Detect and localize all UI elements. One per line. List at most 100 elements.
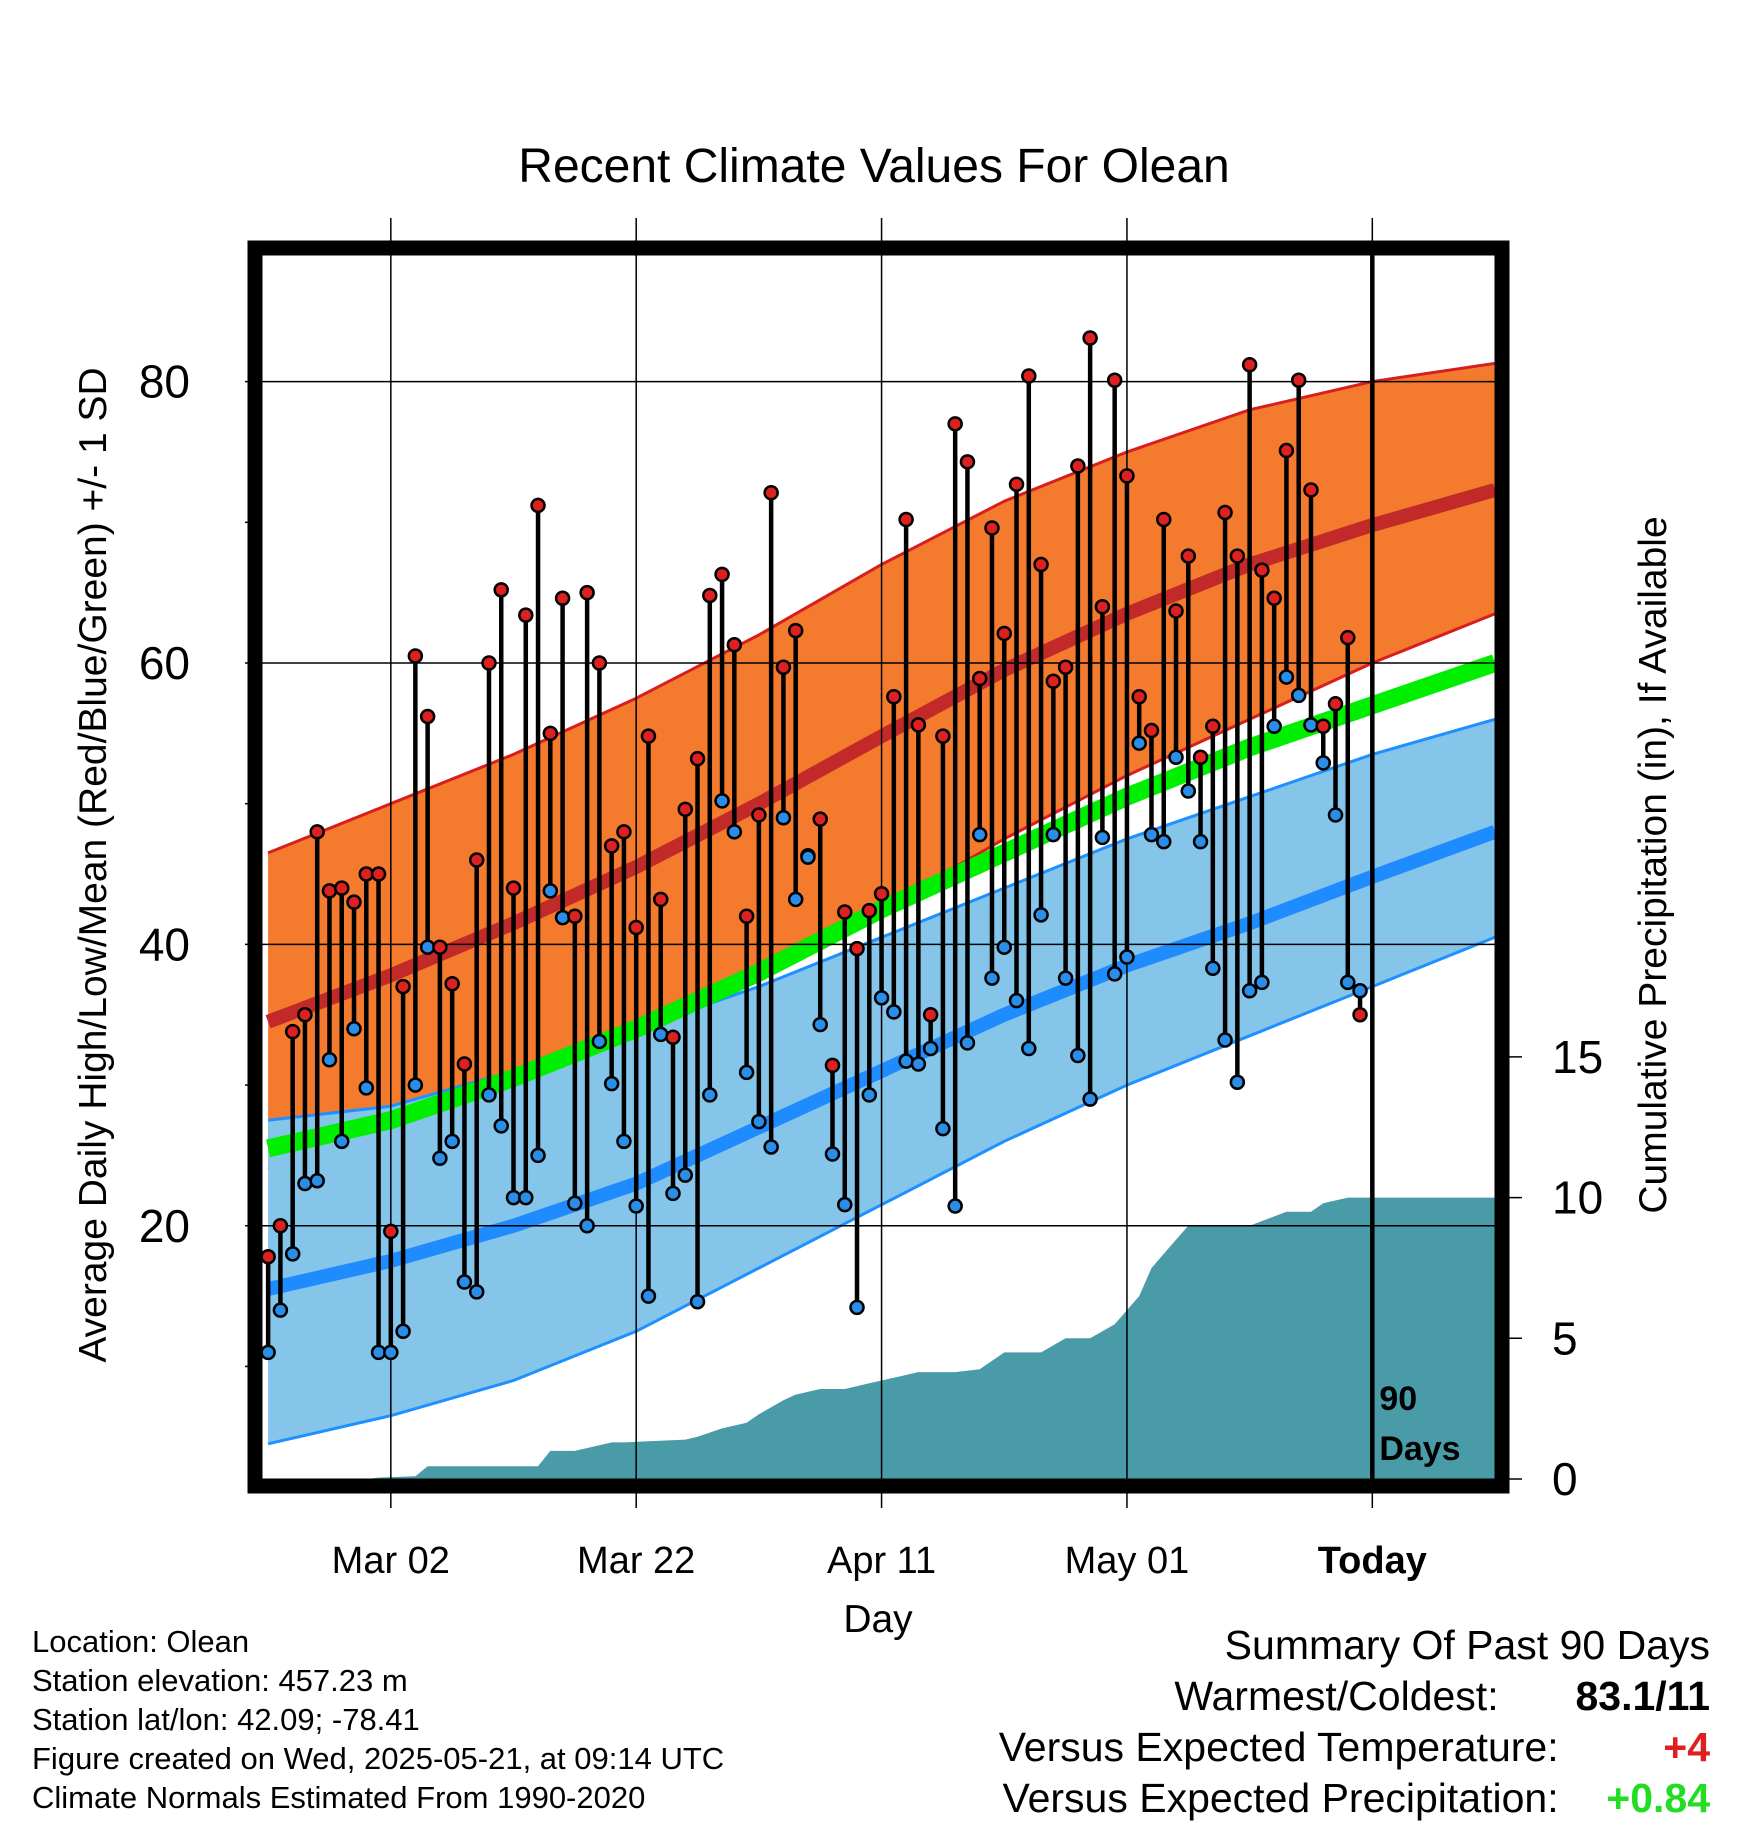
plot-frame	[247, 240, 1510, 1494]
daily-high-point	[935, 728, 951, 744]
daily-high-point	[775, 659, 792, 675]
daily-low-point	[395, 1323, 411, 1340]
daily-high-point	[947, 416, 963, 432]
daily-low-point	[984, 970, 1000, 986]
daily-low-point	[567, 1195, 583, 1211]
daily-low-point	[542, 883, 559, 899]
daily-high-point	[812, 811, 828, 827]
daily-high-point	[1033, 556, 1049, 573]
daily-high-point	[554, 590, 571, 607]
daily-low-point	[444, 1133, 460, 1150]
station-info: Location: Olean Station elevation: 457.2…	[32, 1622, 724, 1817]
daily-low-point	[579, 1218, 595, 1234]
daily-low-point	[702, 1087, 718, 1103]
daily-low-point	[837, 1196, 853, 1213]
summary-heading: Summary Of Past 90 Days	[1224, 1622, 1710, 1668]
daily-low-point	[1290, 687, 1307, 704]
x-tick-label: May 01	[1065, 1540, 1190, 1582]
precip-area	[268, 1197, 1495, 1479]
chart-title: Recent Climate Values For Olean	[518, 140, 1229, 193]
daily-high-point	[407, 648, 424, 664]
daily-low-point	[1168, 749, 1184, 766]
daily-high-point	[1315, 718, 1331, 735]
daily-high-point	[616, 824, 632, 840]
daily-high-point	[456, 1056, 473, 1072]
y-tick-label: 20	[139, 1200, 190, 1252]
daily-low-point	[468, 1284, 485, 1300]
daily-low-point	[898, 1053, 914, 1069]
daily-low-point	[321, 1051, 338, 1068]
daily-high-point	[628, 919, 644, 936]
temp-value: +4	[1663, 1724, 1710, 1770]
daily-high-point	[1340, 629, 1356, 646]
daily-high-point	[493, 582, 509, 598]
daily-high-point	[272, 1218, 289, 1234]
daily-low-point	[518, 1189, 534, 1206]
daily-high-point	[505, 880, 522, 896]
daily-high-point	[1229, 548, 1246, 564]
daily-low-point	[677, 1167, 694, 1183]
daily-high-point	[1094, 598, 1111, 615]
daily-low-point	[493, 1118, 509, 1134]
daily-low-point	[1082, 1091, 1098, 1107]
daily-low-point	[616, 1133, 632, 1150]
daily-low-point	[1033, 907, 1049, 923]
y-tick-label: 60	[139, 637, 190, 689]
daily-high-point	[481, 655, 497, 671]
daily-low-point	[530, 1147, 546, 1164]
daily-low-point	[861, 1087, 878, 1103]
daily-low-point	[333, 1133, 350, 1150]
daily-high-point	[751, 807, 767, 823]
daily-high-point	[1217, 504, 1233, 521]
daily-high-point	[1119, 468, 1135, 484]
y-tick-label: 80	[139, 356, 190, 408]
daily-high-point	[1290, 372, 1307, 388]
daily-high-point	[677, 801, 694, 818]
daily-high-point	[714, 566, 730, 583]
daily-high-point	[518, 607, 534, 623]
daily-low-point	[432, 1150, 448, 1166]
daily-low-point	[1045, 826, 1062, 843]
daily-low-point	[1315, 755, 1331, 771]
daily-low-point	[849, 1299, 865, 1316]
daily-high-point	[1192, 749, 1209, 766]
daily-high-point	[898, 511, 914, 528]
daily-low-point	[812, 1016, 828, 1033]
latlon-text: Station lat/lon: 42.09; -78.41	[32, 1702, 420, 1737]
daily-low-point	[751, 1113, 767, 1130]
daily-high-point	[861, 902, 878, 919]
daily-high-point	[787, 622, 804, 639]
x-axis-label: Day	[843, 1598, 913, 1641]
daily-high-point	[726, 636, 743, 653]
daily-low-point	[1254, 974, 1270, 991]
daily-high-point	[1303, 482, 1319, 498]
daily-low-point	[628, 1198, 644, 1214]
daily-low-point	[959, 1035, 976, 1051]
daily-low-point	[1352, 983, 1368, 999]
daily-high-point	[1327, 696, 1344, 712]
daily-high-point	[665, 1029, 681, 1045]
temp-row: Versus Expected Temperature: +4	[999, 1722, 1710, 1773]
daily-high-point	[1352, 1006, 1368, 1023]
daily-low-point	[272, 1302, 289, 1318]
normals-text: Climate Normals Estimated From 1990-2020	[32, 1780, 646, 1815]
precip-row: Versus Expected Precipitation: +0.84	[999, 1773, 1711, 1824]
daily-high-point	[383, 1223, 399, 1240]
y2-axis-label: Cumulative Precipitation (in), If Availa…	[1632, 516, 1675, 1213]
daily-low-point	[1241, 983, 1258, 999]
daily-high-point	[444, 976, 460, 992]
precip-value: +0.84	[1606, 1775, 1710, 1821]
daily-high-point	[1106, 372, 1123, 388]
daily-high-point	[1057, 659, 1074, 675]
x-tick-label: Apr 11	[827, 1540, 936, 1582]
daily-high-point	[763, 485, 779, 501]
daily-high-point	[1008, 476, 1025, 493]
daily-low-point	[1229, 1074, 1246, 1091]
daily-low-point	[346, 1021, 362, 1037]
daily-low-point	[262, 1344, 276, 1361]
daily-high-point	[346, 894, 362, 910]
daily-low-point	[1303, 717, 1319, 733]
daily-high-point	[333, 880, 350, 896]
daily-high-point	[1168, 603, 1184, 619]
